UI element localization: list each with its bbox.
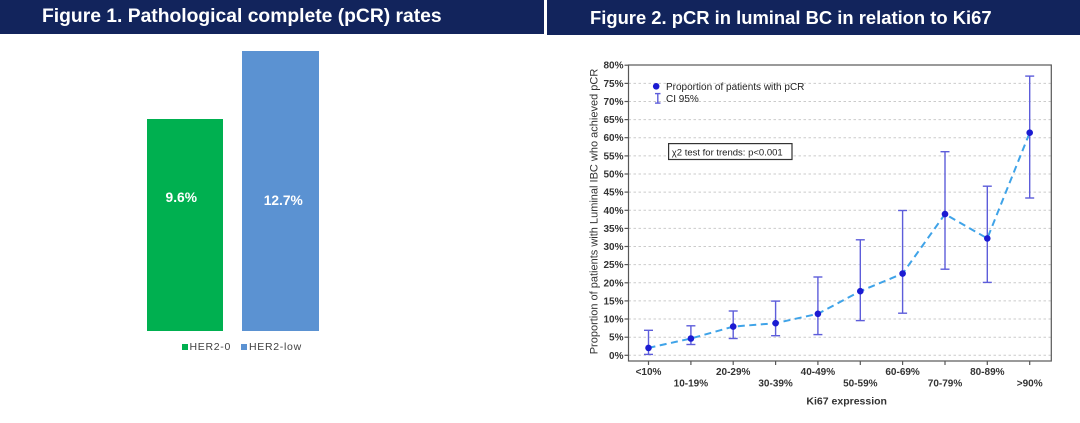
svg-text:10%: 10% bbox=[603, 315, 623, 326]
svg-text:70%: 70% bbox=[603, 97, 623, 108]
svg-text:30-39%: 30-39% bbox=[758, 379, 793, 390]
svg-text:45%: 45% bbox=[603, 188, 623, 199]
svg-text:Proportion of patients with Lu: Proportion of patients with Luminal IBC … bbox=[589, 69, 601, 355]
svg-text:CI 95%: CI 95% bbox=[666, 94, 699, 105]
svg-text:40%: 40% bbox=[603, 206, 623, 217]
svg-text:Ki67 expression: Ki67 expression bbox=[806, 396, 887, 408]
svg-text:80-89%: 80-89% bbox=[970, 367, 1005, 378]
svg-text:>90%: >90% bbox=[1017, 379, 1043, 390]
svg-text:40-49%: 40-49% bbox=[801, 367, 836, 378]
svg-text:20-29%: 20-29% bbox=[716, 367, 751, 378]
svg-text:55%: 55% bbox=[603, 151, 623, 162]
svg-text:20%: 20% bbox=[603, 278, 623, 289]
svg-text:Proportion of patients with pC: Proportion of patients with pCR bbox=[666, 82, 804, 93]
svg-text:5%: 5% bbox=[609, 333, 624, 344]
svg-text:65%: 65% bbox=[603, 115, 623, 126]
svg-text:<10%: <10% bbox=[636, 367, 662, 378]
svg-text:10-19%: 10-19% bbox=[674, 379, 709, 390]
svg-text:30%: 30% bbox=[603, 242, 623, 253]
svg-text:50-59%: 50-59% bbox=[843, 379, 878, 390]
svg-text:50%: 50% bbox=[603, 170, 623, 181]
svg-text:70-79%: 70-79% bbox=[928, 379, 963, 390]
svg-text:60-69%: 60-69% bbox=[885, 367, 920, 378]
svg-text:75%: 75% bbox=[603, 79, 623, 90]
svg-text:25%: 25% bbox=[603, 260, 623, 271]
svg-text:χ2 test for trends: p<0.001: χ2 test for trends: p<0.001 bbox=[672, 147, 783, 158]
svg-text:35%: 35% bbox=[603, 224, 623, 235]
svg-text:60%: 60% bbox=[603, 133, 623, 144]
svg-text:80%: 80% bbox=[603, 61, 623, 72]
svg-text:15%: 15% bbox=[603, 296, 623, 307]
svg-text:0%: 0% bbox=[609, 351, 624, 362]
